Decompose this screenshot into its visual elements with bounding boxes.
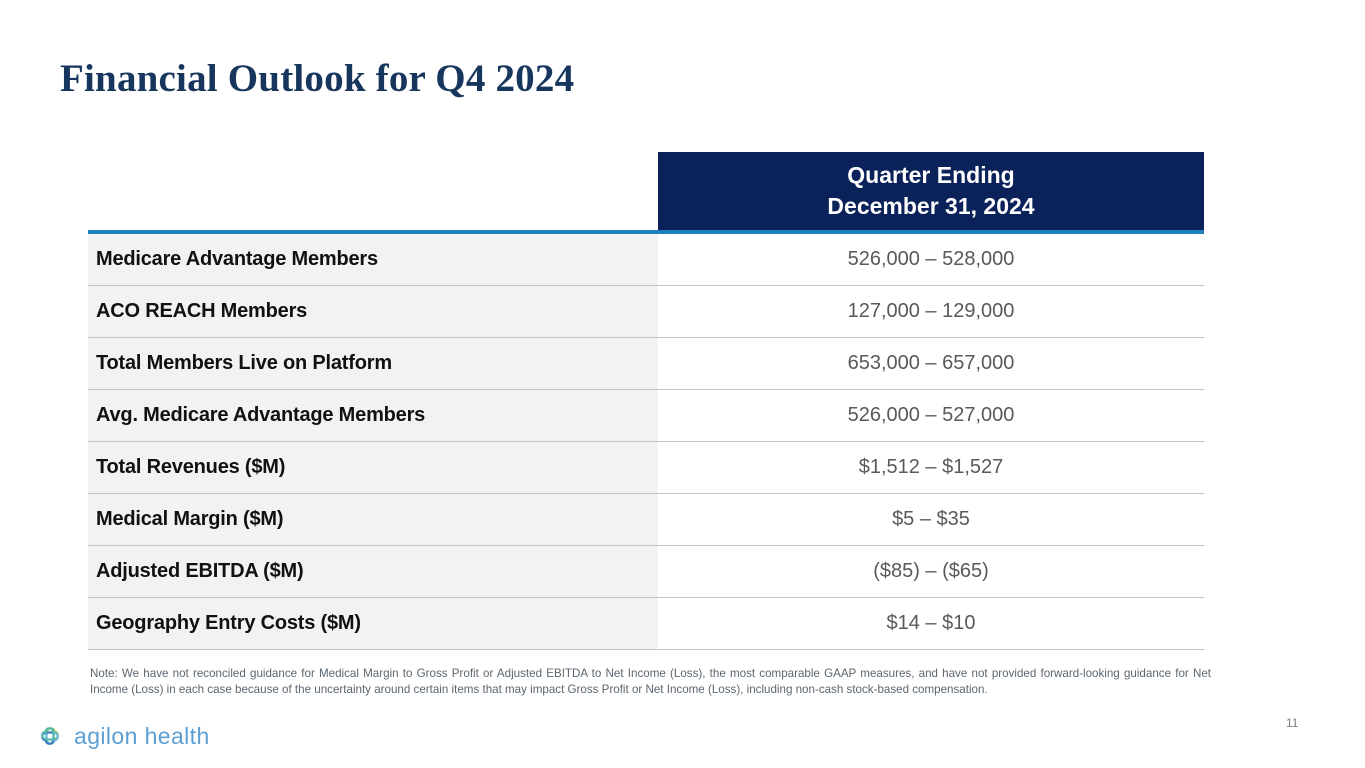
- table-row: Geography Entry Costs ($M) $14 – $10: [88, 598, 1204, 650]
- agilon-clover-icon: [41, 727, 59, 745]
- table-body: Medicare Advantage Members 526,000 – 528…: [88, 234, 1204, 650]
- row-value: 526,000 – 528,000: [658, 234, 1204, 285]
- row-value: $5 – $35: [658, 494, 1204, 545]
- row-value: $1,512 – $1,527: [658, 442, 1204, 493]
- row-label: Avg. Medicare Advantage Members: [88, 390, 658, 441]
- page-number: 11: [1286, 716, 1299, 730]
- row-value: $14 – $10: [658, 598, 1204, 649]
- row-value: 127,000 – 129,000: [658, 286, 1204, 337]
- financial-outlook-table: Quarter Ending December 31, 2024 Medicar…: [88, 152, 1204, 650]
- row-label: ACO REACH Members: [88, 286, 658, 337]
- company-logo: agilon health: [32, 718, 210, 754]
- page-title: Financial Outlook for Q4 2024: [60, 57, 575, 100]
- header-line1: Quarter Ending: [847, 161, 1015, 188]
- row-value: 526,000 – 527,000: [658, 390, 1204, 441]
- table-row: ACO REACH Members 127,000 – 129,000: [88, 286, 1204, 338]
- row-label: Medical Margin ($M): [88, 494, 658, 545]
- table-row: Avg. Medicare Advantage Members 526,000 …: [88, 390, 1204, 442]
- row-label: Total Revenues ($M): [88, 442, 658, 493]
- header-line2: December 31, 2024: [827, 193, 1035, 219]
- table-row: Medical Margin ($M) $5 – $35: [88, 494, 1204, 546]
- row-label: Medicare Advantage Members: [88, 234, 658, 285]
- row-value: 653,000 – 657,000: [658, 338, 1204, 389]
- footnote: Note: We have not reconciled guidance fo…: [90, 667, 1211, 697]
- table-header-row: Quarter Ending December 31, 2024: [88, 152, 1204, 230]
- table-row: Adjusted EBITDA ($M) ($85) – ($65): [88, 546, 1204, 598]
- row-value: ($85) – ($65): [658, 546, 1204, 597]
- table-row: Total Revenues ($M) $1,512 – $1,527: [88, 442, 1204, 494]
- header-spacer: [88, 152, 658, 230]
- table-row: Total Members Live on Platform 653,000 –…: [88, 338, 1204, 390]
- row-label: Total Members Live on Platform: [88, 338, 658, 389]
- accent-divider: [88, 230, 1204, 234]
- row-label: Adjusted EBITDA ($M): [88, 546, 658, 597]
- quarter-ending-header: Quarter Ending December 31, 2024: [658, 152, 1204, 230]
- logo-wordmark: agilon health: [74, 722, 210, 749]
- row-label: Geography Entry Costs ($M): [88, 598, 658, 649]
- table-row: Medicare Advantage Members 526,000 – 528…: [88, 234, 1204, 286]
